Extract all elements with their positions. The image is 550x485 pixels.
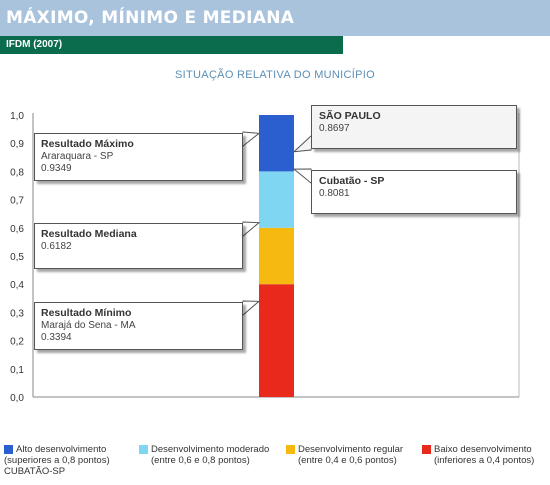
legend-sub-moderado: (entre 0,6 e 0,8 pontos) [151, 455, 250, 466]
y-tick-label: 0,8 [10, 167, 24, 178]
y-tick-label: 0,4 [10, 280, 24, 291]
annotation-mediana: Resultado Mediana 0.6182 [34, 223, 243, 269]
legend-sub-regular: (entre 0,4 e 0,6 pontos) [298, 455, 397, 466]
annotation-minimo-place: Marajá do Sena - MA [41, 320, 136, 331]
legend-label-regular: Desenvolvimento regular [298, 444, 404, 455]
annotation-state-title: SÃO PAULO [319, 110, 381, 122]
maximo-connector [242, 131, 261, 148]
y-tick-label: 0,9 [10, 139, 24, 150]
legend-label-alto: Alto desenvolvimento [16, 444, 107, 455]
page-subtitle: IFDM (2007) [6, 39, 63, 50]
bar-band-3 [259, 115, 294, 172]
annotation-minimo: Resultado Mínimo Marajá do Sena - MA 0.3… [34, 302, 243, 350]
y-tick-label: 0,3 [10, 308, 24, 319]
header-bar: MÁXIMO, MÍNIMO E MEDIANA [0, 0, 550, 36]
y-tick-label: 0,2 [10, 337, 24, 348]
annotation-maximo-place: Araraquara - SP [41, 151, 114, 162]
minimo-connector [242, 300, 261, 317]
bar-band-0 [259, 284, 294, 397]
page-title: MÁXIMO, MÍNIMO E MEDIANA [6, 8, 295, 28]
y-tick-label: 0,0 [10, 393, 24, 404]
y-tick-label: 0,5 [10, 252, 24, 263]
state-connector [292, 134, 312, 153]
annotation-municipality-title: Cubatão - SP [319, 175, 385, 187]
subheader-bar: IFDM (2007) [0, 36, 343, 54]
y-tick-label: 1,0 [10, 111, 24, 122]
annotation-state: SÃO PAULO 0.8697 [311, 105, 517, 149]
annotation-maximo-title: Resultado Máximo [41, 138, 134, 150]
bar-band-1 [259, 227, 294, 285]
municipality-connector [292, 168, 312, 185]
mediana-connector [242, 221, 261, 238]
legend-sub-alto: (superiores a 0,8 pontos) [4, 455, 110, 466]
annotation-state-value: 0.8697 [319, 123, 350, 134]
y-tick-label: 0,1 [10, 365, 24, 376]
legend-swatch-alto [4, 445, 13, 454]
annotation-mediana-title: Resultado Mediana [41, 228, 137, 240]
legend-label-moderado: Desenvolvimento moderado [151, 444, 270, 455]
annotation-minimo-title: Resultado Mínimo [41, 307, 132, 319]
y-tick-label: 0,7 [10, 196, 24, 207]
annotation-maximo: Resultado Máximo Araraquara - SP 0.9349 [34, 133, 243, 181]
legend-sub2-alto: CUBATÃO-SP [4, 466, 66, 477]
legend-label-baixo: Baixo desenvolvimento [434, 444, 532, 455]
bar-band-2 [259, 171, 294, 228]
legend-swatch-regular [286, 445, 295, 454]
annotation-mediana-value: 0.6182 [41, 241, 72, 252]
annotation-municipality: Cubatão - SP 0.8081 [311, 170, 517, 214]
annotation-minimo-value: 0.3394 [41, 332, 72, 343]
chart-title: SITUAÇÃO RELATIVA DO MUNICÍPIO [175, 69, 375, 81]
legend-swatch-moderado [139, 445, 148, 454]
legend-swatch-baixo [422, 445, 431, 454]
annotation-municipality-value: 0.8081 [319, 188, 350, 199]
y-tick-label: 0,6 [10, 224, 24, 235]
legend-sub-baixo: (inferiores a 0,4 pontos) [434, 455, 535, 466]
annotation-maximo-value: 0.9349 [41, 163, 72, 174]
